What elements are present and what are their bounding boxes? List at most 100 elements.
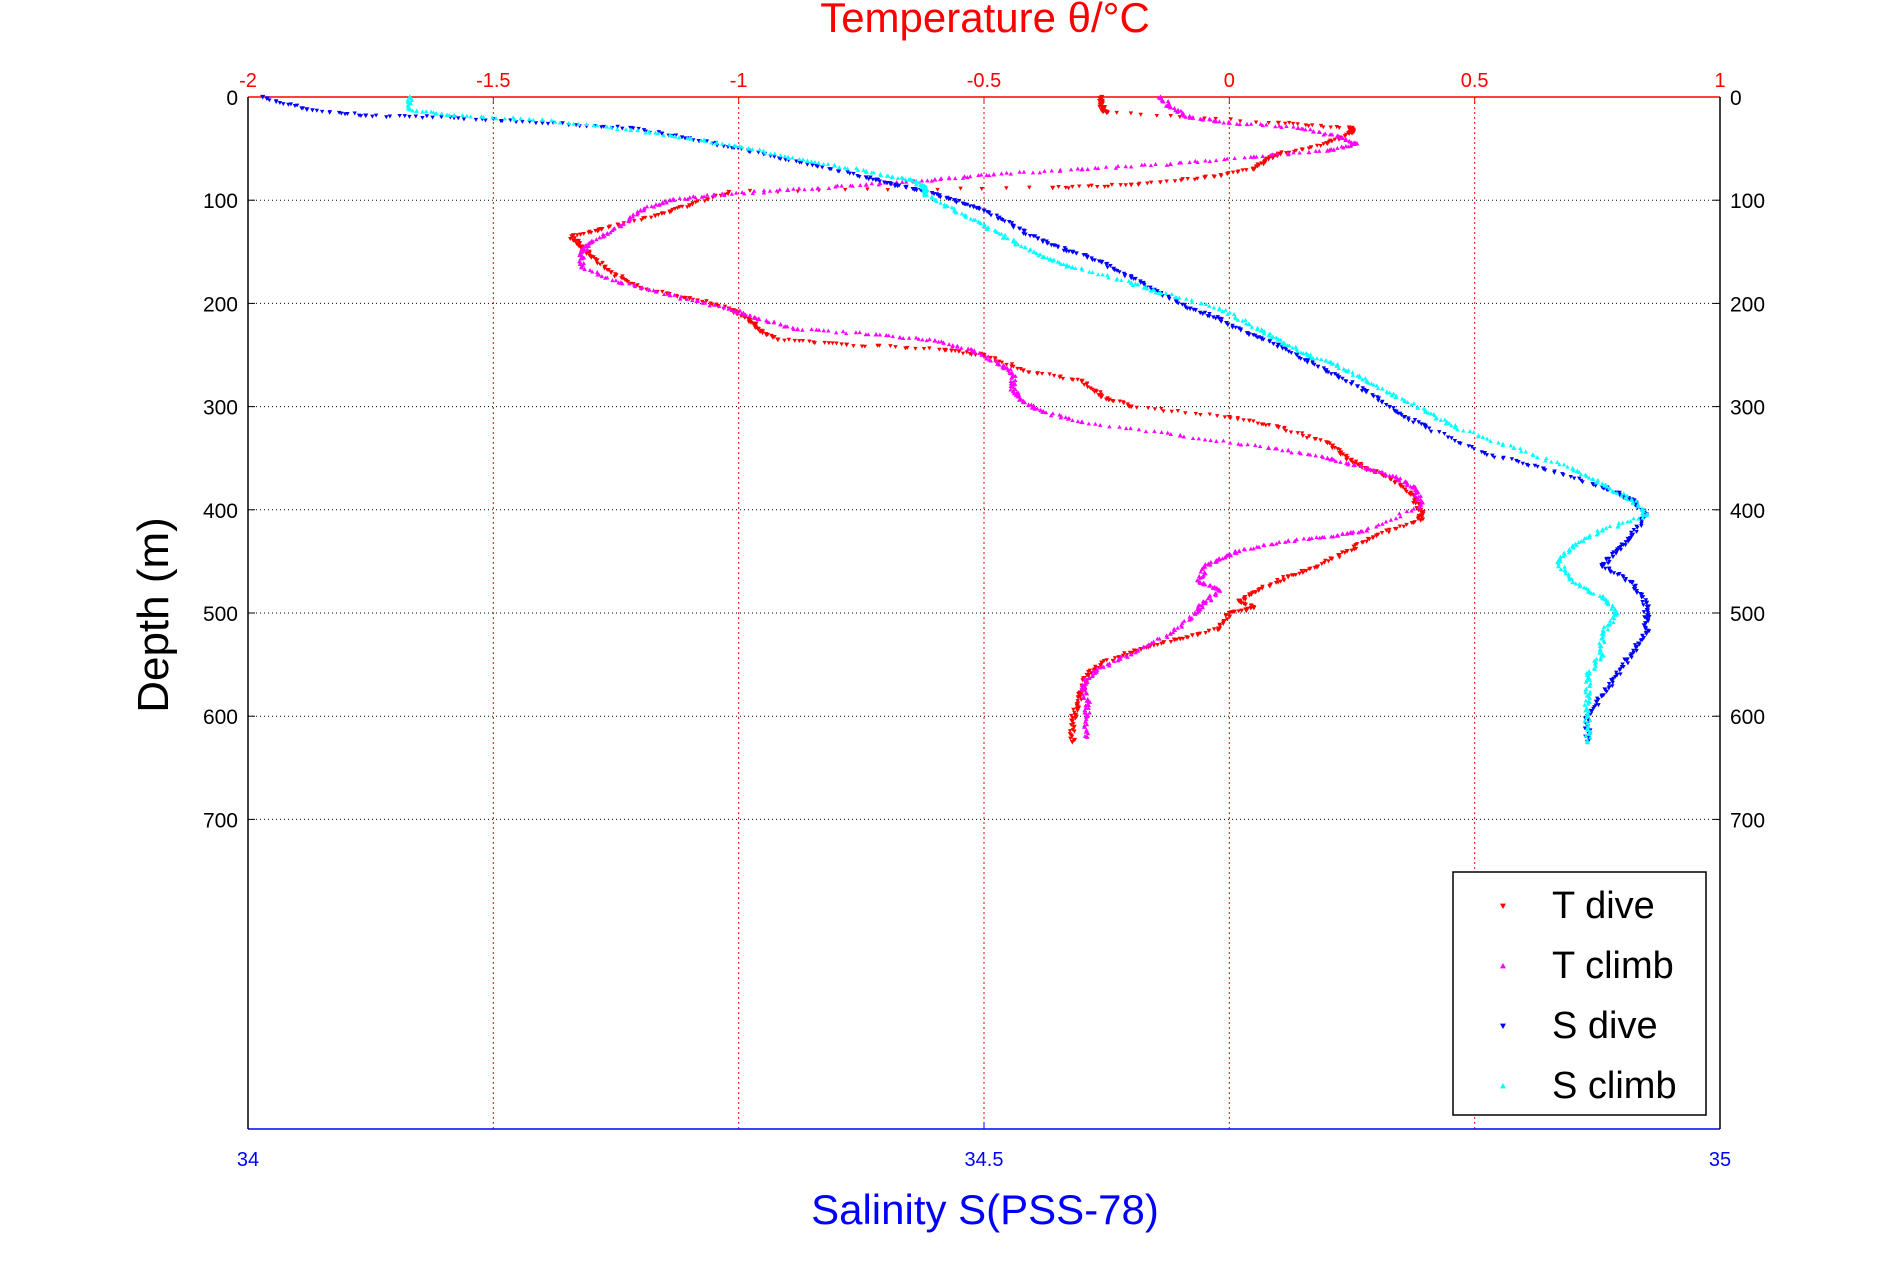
data-point bbox=[1186, 617, 1192, 622]
data-point bbox=[1102, 184, 1107, 189]
data-point bbox=[1068, 723, 1074, 728]
data-point bbox=[1383, 519, 1389, 524]
data-point bbox=[1595, 477, 1601, 482]
data-point bbox=[1291, 124, 1296, 129]
data-point bbox=[1103, 164, 1109, 169]
data-point bbox=[630, 126, 636, 131]
data-point bbox=[1027, 370, 1032, 375]
data-point bbox=[1336, 366, 1341, 371]
data-point bbox=[791, 186, 796, 191]
data-point bbox=[799, 160, 804, 165]
data-point bbox=[1101, 664, 1106, 669]
data-point bbox=[748, 317, 753, 322]
data-point bbox=[1426, 410, 1431, 415]
data-point bbox=[1594, 700, 1599, 705]
data-point bbox=[1048, 413, 1054, 418]
data-point bbox=[601, 124, 607, 129]
data-point bbox=[1125, 654, 1130, 659]
right-tick-label: 600 bbox=[1730, 706, 1765, 729]
data-point bbox=[1488, 438, 1493, 443]
data-point bbox=[745, 146, 752, 151]
data-point bbox=[971, 350, 976, 355]
data-point bbox=[1433, 416, 1438, 421]
data-point bbox=[851, 171, 856, 176]
legend-marker bbox=[1500, 1023, 1506, 1029]
bottom-tick-label: 34 bbox=[237, 1149, 259, 1171]
data-point bbox=[1010, 388, 1017, 394]
data-point bbox=[1233, 325, 1238, 330]
data-point bbox=[1286, 448, 1291, 453]
data-point bbox=[1634, 529, 1639, 534]
data-point bbox=[1240, 318, 1245, 323]
data-point bbox=[1614, 670, 1619, 675]
data-point bbox=[1305, 360, 1310, 365]
data-point bbox=[1287, 120, 1292, 125]
data-point bbox=[1611, 676, 1616, 681]
data-point bbox=[1349, 382, 1354, 387]
data-point bbox=[1175, 301, 1181, 306]
data-points bbox=[260, 94, 1652, 745]
data-point bbox=[1206, 583, 1212, 588]
data-point bbox=[1426, 426, 1432, 431]
data-point bbox=[1106, 275, 1111, 280]
data-point bbox=[977, 207, 982, 212]
data-point bbox=[1164, 179, 1169, 184]
data-point bbox=[397, 114, 402, 119]
data-point bbox=[1181, 434, 1187, 439]
data-point bbox=[1645, 605, 1650, 610]
data-point bbox=[1208, 598, 1214, 603]
data-point bbox=[1421, 511, 1426, 516]
data-point bbox=[620, 126, 625, 131]
data-point bbox=[822, 340, 827, 345]
data-point bbox=[1236, 609, 1241, 614]
data-point bbox=[1328, 125, 1333, 130]
data-point bbox=[1591, 591, 1596, 596]
data-point bbox=[1294, 348, 1300, 353]
data-point bbox=[1351, 463, 1356, 468]
data-point bbox=[1049, 168, 1054, 173]
data-point bbox=[1029, 405, 1035, 410]
data-point bbox=[924, 338, 929, 343]
data-point bbox=[1183, 411, 1188, 416]
data-point bbox=[1449, 436, 1454, 441]
data-point bbox=[1275, 344, 1280, 349]
data-point bbox=[1085, 167, 1090, 171]
data-point bbox=[1402, 487, 1408, 492]
data-point bbox=[1471, 430, 1477, 435]
data-point bbox=[1167, 631, 1174, 636]
data-point bbox=[1182, 618, 1187, 623]
data-point bbox=[1049, 243, 1054, 248]
data-point bbox=[984, 356, 989, 361]
data-point bbox=[1580, 480, 1585, 485]
data-point bbox=[1411, 401, 1417, 406]
data-point bbox=[407, 106, 413, 112]
data-point bbox=[1136, 427, 1142, 432]
data-point bbox=[1437, 430, 1442, 435]
data-point bbox=[737, 308, 743, 313]
data-point bbox=[797, 157, 802, 162]
data-point bbox=[1300, 126, 1306, 131]
data-point bbox=[1628, 653, 1633, 658]
data-point bbox=[1073, 716, 1078, 721]
data-point bbox=[1628, 518, 1633, 523]
data-point bbox=[1579, 538, 1584, 543]
data-point bbox=[1168, 640, 1174, 645]
data-point bbox=[1023, 232, 1028, 237]
data-point bbox=[1071, 721, 1076, 726]
data-point bbox=[1634, 648, 1639, 653]
data-point bbox=[1337, 552, 1342, 557]
data-point bbox=[1360, 377, 1365, 382]
data-point bbox=[1152, 429, 1157, 434]
data-point bbox=[855, 167, 861, 172]
data-point bbox=[1128, 426, 1133, 431]
data-point bbox=[1605, 623, 1610, 628]
data-point bbox=[1339, 135, 1344, 140]
data-point bbox=[952, 206, 957, 211]
data-point bbox=[1182, 302, 1187, 307]
data-point bbox=[1335, 145, 1340, 150]
data-point bbox=[1015, 394, 1020, 399]
data-point bbox=[1263, 160, 1268, 165]
data-point bbox=[1017, 169, 1022, 174]
data-point bbox=[993, 358, 998, 363]
data-point bbox=[1011, 385, 1016, 390]
